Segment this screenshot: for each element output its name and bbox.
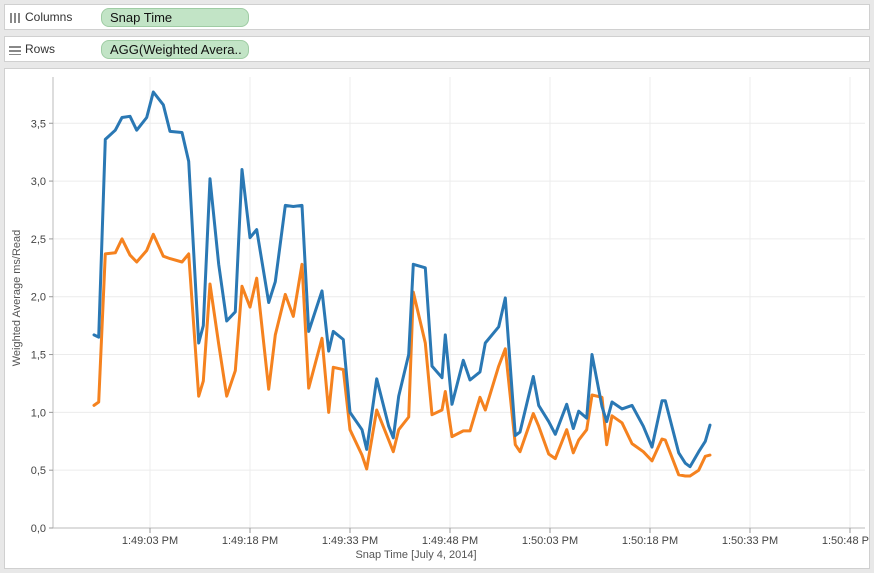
x-tick-label: 1:49:33 PM <box>322 535 378 547</box>
grid-lines <box>52 77 865 529</box>
x-tick-label: 1:49:03 PM <box>122 535 178 547</box>
columns-shelf: Columns Snap Time <box>4 4 870 30</box>
columns-shelf-label: Columns <box>9 5 72 29</box>
rows-pill-weighted-average[interactable]: AGG(Weighted Avera.. <box>101 40 249 59</box>
x-tick-label: 1:50:03 PM <box>522 535 578 547</box>
chart-view: 0,0 0,5 1,0 1,5 2,0 2,5 3,0 3,5 1:49:03 PM 1:49:… <box>4 68 870 569</box>
x-tick-label: 1:50:18 PM <box>622 535 678 547</box>
rows-icon <box>9 45 21 55</box>
y-tick-label: 2,5 <box>31 234 46 246</box>
columns-pill-snap-time[interactable]: Snap Time <box>101 8 249 27</box>
x-axis-title: Snap Time [July 4, 2014] <box>355 549 476 561</box>
rows-shelf: Rows AGG(Weighted Avera.. <box>4 36 870 62</box>
y-tick-label: 3,5 <box>31 118 46 130</box>
y-tick-label: 3,0 <box>31 176 46 188</box>
x-tick-label: 1:50:48 PM <box>822 535 869 547</box>
y-tick-label: 2,0 <box>31 292 46 304</box>
x-tick-label: 1:49:18 PM <box>222 535 278 547</box>
y-axis-title: Weighted Average ms/Read <box>11 230 23 367</box>
series-line-blue[interactable] <box>92 90 712 469</box>
series-lines <box>92 90 712 478</box>
columns-icon <box>10 12 20 23</box>
x-tick-label: 1:49:48 PM <box>422 535 478 547</box>
x-tick-label: 1:50:33 PM <box>722 535 778 547</box>
series-line-orange[interactable] <box>92 232 712 478</box>
rows-shelf-label: Rows <box>9 37 55 61</box>
y-tick-label: 1,5 <box>31 350 46 362</box>
rows-label-text: Rows <box>25 42 56 56</box>
y-tick-label: 0,0 <box>31 523 46 535</box>
x-axis-ticks: 1:49:03 PM 1:49:18 PM 1:49:33 PM 1:49:48 PM… <box>122 528 869 547</box>
y-tick-label: 0,5 <box>31 465 46 477</box>
columns-label-text: Columns <box>25 10 73 24</box>
line-chart: 0,00,51,01,52,02,53,03,5 1:49:03 PM 1:49:… <box>11 77 869 561</box>
y-axis-ticks: 0,0 0,5 1,0 1,5 2,0 2,5 3,0 3,5 <box>31 118 53 535</box>
y-tick-label: 1,0 <box>31 407 46 419</box>
